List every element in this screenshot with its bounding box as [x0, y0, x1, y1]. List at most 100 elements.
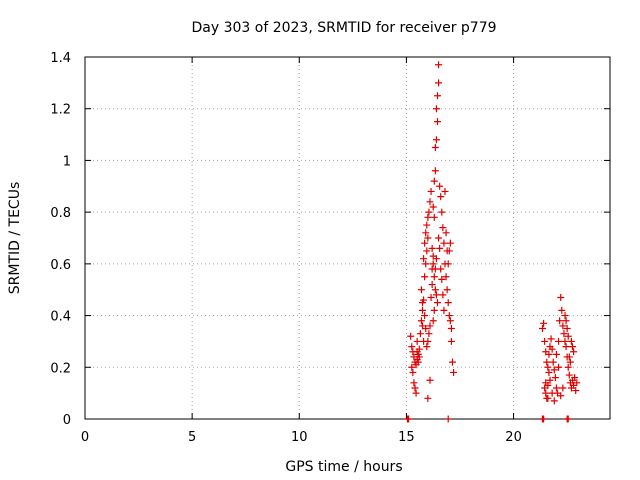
data-point [415, 353, 423, 361]
data-point [435, 234, 443, 242]
data-point [566, 358, 574, 366]
data-point [434, 299, 441, 307]
data-point [447, 337, 455, 345]
data-point [572, 387, 580, 395]
data-point [571, 374, 579, 382]
data-point [557, 293, 565, 301]
data-point [414, 358, 422, 366]
data-point [564, 415, 572, 423]
data-point [443, 247, 451, 255]
data-point [547, 335, 555, 343]
data-point [419, 322, 426, 330]
data-point [544, 394, 552, 402]
data-point [405, 415, 413, 423]
data-point [550, 366, 558, 374]
y-tick-label: 1.2 [50, 103, 71, 118]
data-point [550, 397, 558, 405]
y-tick-label: 0.2 [50, 361, 71, 376]
data-point [427, 187, 435, 195]
y-tick-label: 0.6 [50, 258, 71, 273]
data-point [573, 379, 581, 387]
y-axis-label: SRMTID / TECUs [7, 182, 23, 295]
data-point [422, 229, 430, 237]
data-point [439, 291, 447, 299]
x-axis-label: GPS time / hours [285, 459, 402, 475]
data-point [441, 187, 449, 195]
data-point [551, 374, 559, 382]
data-point [540, 319, 548, 327]
data-point [563, 325, 571, 332]
data-point [562, 317, 570, 325]
data-point [558, 306, 566, 314]
x-axis-ticks: 0 5 10 15 20 [81, 57, 522, 445]
data-point [562, 343, 570, 351]
data-point [431, 286, 439, 294]
data-point [408, 343, 416, 351]
data-point [432, 255, 440, 263]
data-point [555, 337, 563, 345]
data-point [426, 376, 434, 384]
data-point [546, 376, 554, 384]
data-point [442, 229, 450, 237]
data-point [560, 330, 568, 338]
data-point [416, 330, 424, 338]
y-tick-label: 1.4 [50, 51, 71, 66]
data-point [438, 208, 446, 216]
data-point [410, 379, 418, 387]
y-tick-label: 0.4 [50, 310, 71, 325]
data-point [411, 384, 419, 392]
data-point [541, 337, 549, 345]
data-point [434, 92, 441, 100]
data-point [545, 368, 553, 376]
data-point [437, 193, 445, 201]
data-point [423, 221, 431, 229]
data-point [436, 244, 444, 252]
data-point [570, 348, 578, 356]
data-point [447, 325, 455, 332]
data-point [432, 136, 440, 144]
y-tick-label: 1 [63, 154, 71, 169]
data-point [446, 239, 454, 247]
data-point [548, 389, 556, 397]
chart-title: Day 303 of 2023, SRMTID for receiver p77… [191, 20, 496, 36]
data-point [413, 348, 421, 356]
data-point [421, 273, 429, 281]
y-axis-ticks: 0 0.2 0.4 0.6 0.8 1 1.2 1.4 [50, 51, 610, 428]
data-point [439, 224, 447, 232]
data-point [419, 306, 426, 314]
data-point [408, 363, 416, 371]
data-point [428, 244, 436, 252]
data-point [552, 384, 560, 392]
data-point [444, 415, 452, 423]
data-point [419, 299, 426, 307]
data-point [549, 358, 557, 366]
data-point [431, 144, 439, 151]
data-point [432, 105, 440, 113]
data-point [420, 337, 428, 345]
data-point [407, 332, 415, 340]
data-point [564, 332, 572, 340]
data-point [565, 353, 573, 361]
data-point [444, 260, 452, 268]
data-point [446, 317, 454, 325]
data-point [444, 299, 452, 307]
data-point [422, 260, 430, 268]
data-point [556, 317, 564, 325]
data-point [567, 337, 575, 345]
data-point [539, 325, 546, 332]
data-point [445, 312, 453, 320]
data-point [424, 394, 432, 402]
data-point [430, 213, 438, 221]
data-point [569, 343, 576, 351]
data-point [426, 322, 434, 330]
data-point [425, 208, 433, 216]
data-point [430, 273, 438, 281]
data-point [423, 247, 431, 255]
data-point [542, 379, 550, 387]
data-point [417, 317, 425, 325]
data-point [413, 337, 421, 345]
data-point [443, 286, 451, 294]
data-point [426, 198, 434, 206]
data-point [430, 306, 438, 314]
